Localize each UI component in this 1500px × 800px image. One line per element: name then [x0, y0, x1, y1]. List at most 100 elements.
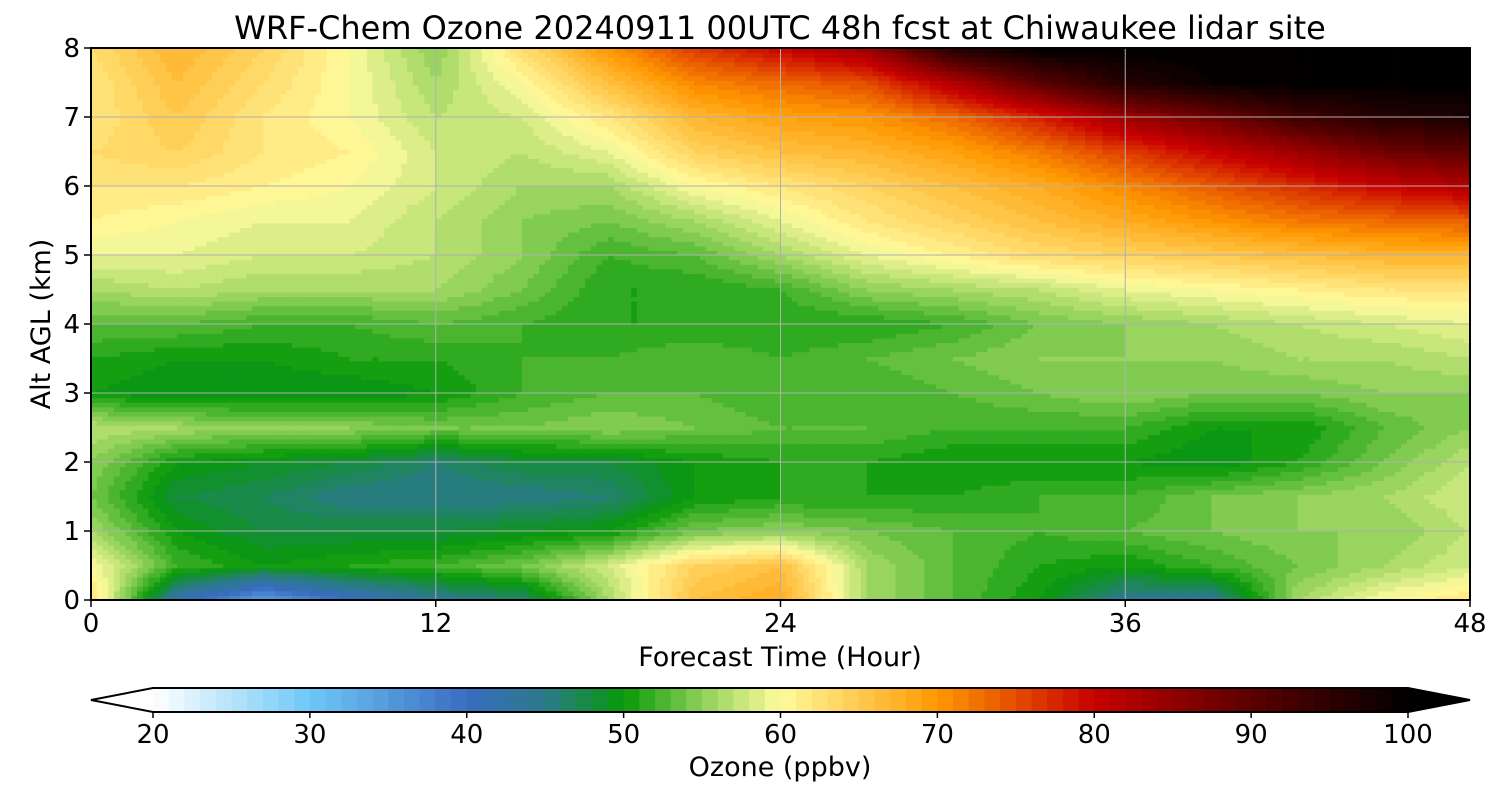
- heatmap-cell: [223, 522, 229, 527]
- heatmap-cell: [872, 577, 878, 582]
- heatmap-cell: [396, 545, 402, 550]
- heatmap-cell: [217, 531, 223, 536]
- heatmap-cell: [304, 563, 310, 568]
- heatmap-cell: [574, 536, 580, 541]
- heatmap-cell: [585, 513, 591, 518]
- heatmap-cell: [585, 540, 591, 545]
- heatmap-cell: [1102, 503, 1108, 508]
- heatmap-cell: [574, 577, 580, 582]
- heatmap-cell: [993, 591, 999, 596]
- heatmap-cell: [895, 559, 901, 564]
- heatmap-cell: [625, 577, 631, 582]
- heatmap-cell: [936, 540, 942, 545]
- heatmap-cell: [890, 549, 896, 554]
- heatmap-cell: [884, 563, 890, 568]
- heatmap-cell: [539, 586, 545, 591]
- heatmap-cell: [246, 536, 252, 541]
- heatmap-cell: [252, 517, 258, 522]
- heatmap-cell: [1016, 568, 1022, 573]
- heatmap-cell: [1309, 545, 1315, 550]
- heatmap-cell: [1275, 586, 1281, 591]
- heatmap-cell: [1183, 545, 1189, 550]
- heatmap-cell: [1459, 540, 1465, 545]
- heatmap-cell: [1321, 559, 1327, 564]
- heatmap-cell: [1390, 531, 1396, 536]
- heatmap-cell: [1344, 554, 1350, 559]
- heatmap-cell: [436, 536, 442, 541]
- heatmap-cell: [97, 536, 103, 541]
- heatmap-cell: [901, 513, 907, 518]
- heatmap-cell: [763, 554, 769, 559]
- heatmap-cell: [803, 582, 809, 587]
- heatmap-cell: [1355, 563, 1361, 568]
- heatmap-cell: [1229, 563, 1235, 568]
- heatmap-cell: [1091, 531, 1097, 536]
- heatmap-cell: [246, 531, 252, 536]
- heatmap-cell: [459, 517, 465, 522]
- heatmap-cell: [1441, 522, 1447, 527]
- heatmap-cell: [798, 559, 804, 564]
- heatmap-cell: [1338, 540, 1344, 545]
- heatmap-cell: [1384, 545, 1390, 550]
- heatmap-cell: [907, 531, 913, 536]
- heatmap-cell: [562, 568, 568, 573]
- heatmap-cell: [884, 591, 890, 596]
- heatmap-cell: [1384, 582, 1390, 587]
- heatmap-cell: [487, 503, 493, 508]
- heatmap-cell: [976, 536, 982, 541]
- heatmap-cell: [1062, 522, 1068, 527]
- heatmap-cell: [1252, 554, 1258, 559]
- heatmap-cell: [1326, 586, 1332, 591]
- heatmap-cell: [470, 591, 476, 596]
- heatmap-cell: [568, 582, 574, 587]
- heatmap-cell: [1436, 508, 1442, 513]
- heatmap-cell: [1246, 513, 1252, 518]
- heatmap-cell: [1183, 582, 1189, 587]
- heatmap-cell: [1085, 531, 1091, 536]
- heatmap-cell: [712, 582, 718, 587]
- heatmap-cell: [1384, 540, 1390, 545]
- heatmap-cell: [269, 577, 275, 582]
- heatmap-cell: [1246, 563, 1252, 568]
- heatmap-cell: [212, 577, 218, 582]
- heatmap-cell: [217, 503, 223, 508]
- heatmap-cell: [436, 531, 442, 536]
- heatmap-cell: [1275, 563, 1281, 568]
- heatmap-cell: [614, 545, 620, 550]
- heatmap-cell: [1384, 559, 1390, 564]
- heatmap-cell: [516, 591, 522, 596]
- heatmap-cell: [585, 545, 591, 550]
- heatmap-cell: [252, 540, 258, 545]
- heatmap-cell: [654, 559, 660, 564]
- heatmap-cell: [953, 577, 959, 582]
- heatmap-cell: [568, 554, 574, 559]
- heatmap-cell: [1378, 522, 1384, 527]
- heatmap-cell: [102, 582, 108, 587]
- heatmap-cell: [1125, 582, 1131, 587]
- heatmap-cell: [321, 572, 327, 577]
- heatmap-cell: [516, 513, 522, 518]
- heatmap-cell: [735, 582, 741, 587]
- heatmap-cell: [867, 545, 873, 550]
- heatmap-cell: [1068, 545, 1074, 550]
- heatmap-cell: [148, 531, 154, 536]
- heatmap-cell: [436, 508, 442, 513]
- heatmap-cell: [723, 586, 729, 591]
- heatmap-cell: [166, 503, 172, 508]
- heatmap-cell: [1234, 568, 1240, 573]
- heatmap-cell: [424, 513, 430, 518]
- heatmap-cell: [1142, 559, 1148, 564]
- heatmap-cell: [574, 513, 580, 518]
- heatmap-cell: [884, 503, 890, 508]
- heatmap-cell: [758, 503, 764, 508]
- heatmap-cell: [556, 536, 562, 541]
- heatmap-cell: [660, 577, 666, 582]
- heatmap-cell: [120, 559, 126, 564]
- heatmap-cell: [769, 522, 775, 527]
- heatmap-cell: [459, 545, 465, 550]
- heatmap-cell: [252, 549, 258, 554]
- heatmap-cell: [712, 568, 718, 573]
- heatmap-cell: [367, 503, 373, 508]
- heatmap-cell: [781, 568, 787, 573]
- heatmap-cell: [453, 586, 459, 591]
